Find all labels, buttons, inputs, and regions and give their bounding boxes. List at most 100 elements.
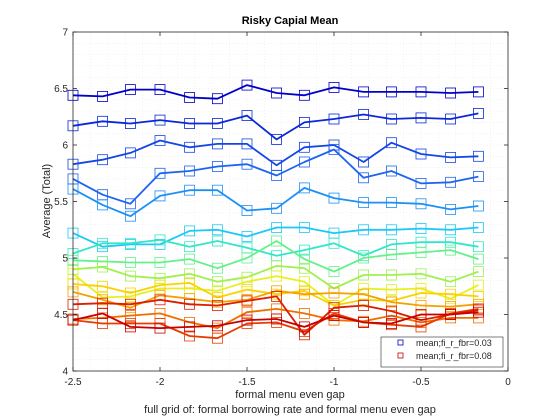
data-point-marker: [445, 203, 457, 215]
data-point-marker: [415, 177, 427, 189]
data-point-marker: [298, 244, 310, 256]
data-point-marker: [184, 277, 196, 289]
data-point-marker: [241, 306, 253, 318]
data-point-marker: [97, 280, 108, 292]
data-point-marker: [97, 154, 108, 166]
data-point-marker: [184, 241, 196, 253]
data-point-marker: [445, 151, 457, 163]
data-point-marker: [241, 79, 253, 91]
data-point-marker: [472, 306, 484, 318]
data-point-marker: [298, 288, 310, 300]
series-line: [72, 139, 479, 167]
data-point-marker: [211, 161, 223, 172]
data-point-marker: [385, 165, 397, 177]
data-point-marker: [97, 115, 108, 127]
data-point-marker: [415, 246, 427, 258]
data-point-marker: [415, 309, 427, 320]
data-point-marker: [184, 184, 196, 196]
data-point-marker: [241, 231, 253, 242]
data-point-marker: [97, 199, 108, 211]
series-line: [72, 238, 479, 257]
data-point-marker: [271, 290, 283, 302]
y-tick-label: 6: [62, 141, 68, 152]
data-point-marker: [271, 313, 283, 325]
x-tick-label: -2.5: [64, 377, 82, 388]
series-line: [72, 273, 479, 307]
data-point-marker: [125, 147, 136, 159]
data-point-marker: [154, 234, 166, 246]
data-point-marker: [385, 249, 397, 261]
data-point-marker: [211, 184, 223, 196]
series-layer: [67, 79, 484, 344]
data-point-marker: [445, 113, 457, 125]
data-point-marker: [241, 314, 253, 326]
data-point-marker: [385, 296, 397, 308]
data-point-marker: [472, 150, 484, 162]
x-axis-title: formal menu even gap: [235, 389, 344, 401]
series-15: [67, 306, 484, 334]
series-2: [67, 135, 484, 171]
data-point-marker: [211, 118, 223, 129]
data-point-marker: [472, 279, 484, 291]
data-point-marker: [298, 222, 310, 233]
data-point-marker: [385, 113, 397, 125]
data-point-marker: [211, 235, 223, 247]
data-point-marker: [445, 236, 457, 248]
series-3: [67, 144, 484, 210]
data-point-marker: [184, 268, 196, 280]
data-point-marker: [154, 167, 166, 179]
data-point-marker: [241, 276, 253, 288]
chart-caption: full grid of: formal borrowing rate and …: [144, 404, 436, 416]
data-point-marker: [328, 287, 340, 299]
data-point-marker: [154, 322, 166, 334]
data-point-marker: [415, 148, 427, 160]
series-line: [72, 186, 479, 218]
data-point-marker: [211, 262, 223, 274]
data-point-marker: [415, 198, 427, 210]
data-point-marker: [385, 269, 397, 281]
data-point-marker: [445, 224, 457, 236]
data-point-marker: [385, 224, 397, 236]
data-point-marker: [298, 321, 310, 333]
series-line: [72, 240, 479, 273]
data-point-marker: [184, 253, 196, 265]
data-point-marker: [154, 257, 166, 268]
data-point-marker: [184, 141, 196, 153]
data-point-marker: [328, 192, 340, 204]
data-point-marker: [271, 235, 283, 247]
data-point-marker: [415, 300, 427, 311]
data-point-marker: [328, 82, 340, 93]
data-point-marker: [184, 165, 196, 177]
data-point-marker: [125, 237, 136, 249]
data-point-marker: [328, 237, 340, 249]
data-point-marker: [298, 89, 310, 101]
data-point-marker: [445, 244, 457, 256]
x-tick-label: 0: [505, 377, 511, 388]
data-point-marker: [472, 253, 484, 265]
legend: mean;fi_r_fbr=0.03 mean;fi_r_fbr=0.08: [380, 336, 504, 368]
data-point-marker: [385, 318, 397, 329]
x-tick-label: -1.5: [238, 377, 256, 388]
series-line: [72, 148, 479, 205]
data-point-marker: [472, 86, 484, 98]
data-point-marker: [125, 118, 136, 129]
series-line: [72, 84, 479, 100]
data-point-marker: [358, 109, 370, 120]
data-point-marker: [211, 300, 223, 311]
data-point-marker: [211, 93, 223, 105]
data-point-marker: [298, 141, 310, 153]
data-point-marker: [125, 257, 136, 268]
data-point-marker: [445, 276, 457, 288]
data-point-marker: [211, 276, 223, 288]
data-point-marker: [125, 321, 136, 333]
data-point-marker: [211, 332, 223, 344]
data-point-marker: [385, 305, 397, 317]
data-point-marker: [97, 91, 108, 102]
series-line: [72, 307, 479, 330]
data-point-marker: [385, 137, 397, 149]
data-point-marker: [211, 138, 223, 150]
data-point-marker: [415, 268, 427, 280]
legend-label: mean;fi_r_fbr=0.03: [416, 338, 492, 348]
data-point-marker: [358, 172, 370, 184]
